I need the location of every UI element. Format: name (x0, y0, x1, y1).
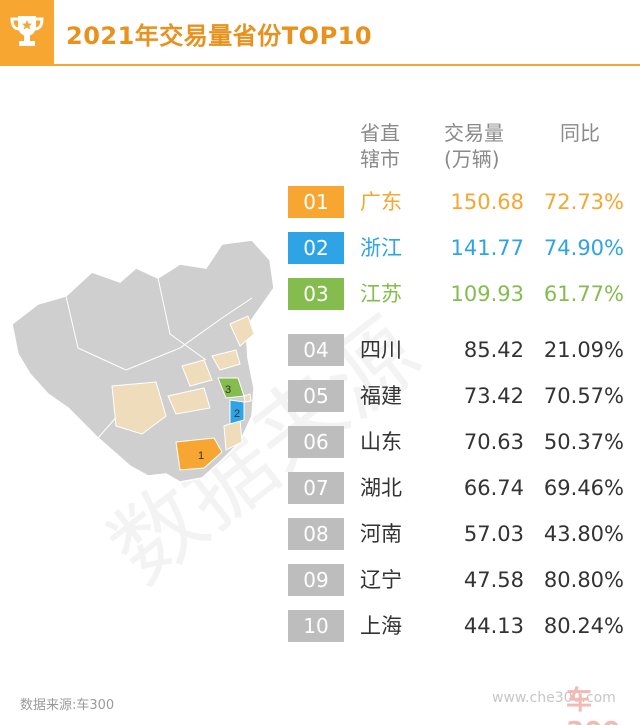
table-row: 04 四川 85.42 21.09% (288, 334, 633, 368)
table-row: 10 上海 44.13 80.24% (288, 610, 633, 644)
yoy-value: 43.80% (543, 522, 624, 546)
rank-badge: 02 (288, 232, 344, 264)
province-name: 河南 (360, 522, 402, 546)
province-name: 福建 (360, 384, 402, 408)
province-name: 广东 (360, 190, 402, 214)
table-row: 07 湖北 66.74 69.46% (288, 472, 633, 506)
rank-badge: 05 (288, 380, 344, 412)
province-name: 江苏 (360, 282, 402, 306)
rank-badge: 10 (288, 610, 344, 642)
yoy-value: 50.37% (543, 430, 624, 454)
rank-badge: 06 (288, 426, 344, 458)
yoy-value: 80.80% (543, 568, 624, 592)
yoy-value: 80.24% (543, 614, 624, 638)
volume-value: 109.93 (450, 282, 524, 306)
trophy-badge (0, 0, 54, 64)
column-header-yoy: 同比 (560, 121, 600, 145)
province-name: 山东 (360, 430, 402, 454)
map-marker-2: 2 (234, 408, 240, 420)
province-name: 四川 (360, 338, 402, 362)
volume-value: 66.74 (463, 476, 524, 500)
province-name: 湖北 (360, 476, 402, 500)
yoy-value: 69.46% (543, 476, 624, 500)
rank-badge: 03 (288, 278, 344, 310)
map-china-base (11, 239, 275, 483)
volume-value: 150.68 (450, 190, 524, 214)
volume-value: 73.42 (463, 384, 524, 408)
province-name: 辽宁 (360, 568, 402, 592)
china-map: 1 2 3 (11, 239, 275, 483)
volume-value: 70.63 (463, 430, 524, 454)
rank-badge: 01 (288, 186, 344, 218)
table-row: 01 广东 150.68 72.73% (288, 186, 633, 220)
map-region-jiangsu (217, 377, 245, 399)
map-region-hubei (167, 387, 211, 415)
rank-badge: 08 (288, 518, 344, 550)
yoy-value: 72.73% (543, 190, 624, 214)
rank-badge: 09 (288, 564, 344, 596)
map-region-henan (181, 359, 213, 387)
yoy-value: 70.57% (543, 384, 624, 408)
map-region-liaoning (229, 315, 255, 347)
province-name: 上海 (360, 614, 402, 638)
map-marker-1: 1 (198, 450, 204, 462)
province-name: 浙江 (360, 236, 402, 260)
source-note: 数据来源:车300 (20, 698, 115, 713)
brand-logo: 车300 (566, 686, 620, 725)
volume-value: 85.42 (463, 338, 524, 362)
header-bar: 2021年交易量省份TOP10 (0, 0, 640, 66)
rank-badge: 07 (288, 472, 344, 504)
yoy-value: 74.90% (543, 236, 624, 260)
site-url: www.che300.com (492, 690, 616, 706)
table-row: 08 河南 57.03 43.80% (288, 518, 633, 552)
map-region-fujian (223, 419, 243, 451)
map-region-zhejiang (229, 399, 245, 425)
column-header-volume: 交易量(万辆) (444, 121, 504, 171)
column-header-province: 省直辖市 (360, 121, 400, 171)
trophy-icon (10, 16, 44, 46)
table-row: 03 江苏 109.93 61.77% (288, 278, 633, 312)
table-row: 02 浙江 141.77 74.90% (288, 232, 633, 266)
volume-value: 47.58 (463, 568, 524, 592)
table-row: 09 辽宁 47.58 80.80% (288, 564, 633, 598)
map-region-sichuan (111, 381, 167, 435)
map-region-shanghai (243, 393, 252, 403)
table-row: 05 福建 73.42 70.57% (288, 380, 633, 414)
rank-badge: 04 (288, 334, 344, 366)
yoy-value: 21.09% (543, 338, 624, 362)
map-marker-3: 3 (225, 384, 231, 396)
page-title: 2021年交易量省份TOP10 (66, 22, 373, 50)
volume-value: 141.77 (450, 236, 524, 260)
map-region-guangdong (175, 437, 223, 471)
volume-value: 44.13 (463, 614, 524, 638)
volume-value: 57.03 (463, 522, 524, 546)
yoy-value: 61.77% (543, 282, 624, 306)
table-row: 06 山东 70.63 50.37% (288, 426, 633, 460)
map-region-shandong (211, 349, 241, 371)
